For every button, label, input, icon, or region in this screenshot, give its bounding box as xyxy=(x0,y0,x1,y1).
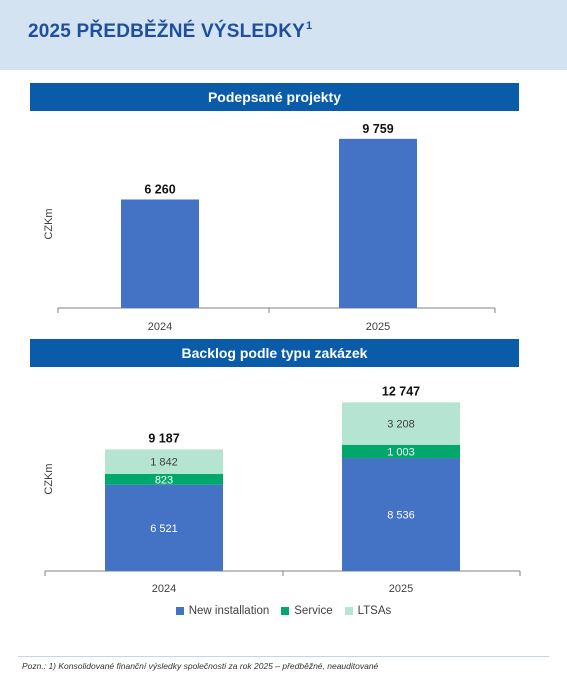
x-tick-label-2025: 2025 xyxy=(389,583,413,595)
legend-swatch xyxy=(281,607,290,615)
legend-swatch xyxy=(175,607,184,615)
header-band xyxy=(0,0,567,70)
x-tick-label-2024: 2024 xyxy=(152,583,176,595)
legend-label: New installation xyxy=(188,605,270,617)
segment-label-new-installation-2024: 6 521 xyxy=(150,523,178,535)
x-tick-label-2025: 2025 xyxy=(366,321,390,333)
bar-segment-service-2024 xyxy=(105,473,223,485)
page-title-footnote-mark: 1 xyxy=(306,20,313,32)
y-axis-label: CZKm xyxy=(43,208,55,239)
bar-segment-ltsas-2025 xyxy=(342,402,460,445)
bar-segment-service-2025 xyxy=(342,444,460,459)
x-tick-label-2024: 2024 xyxy=(148,321,172,333)
signed-projects-chart: CZKm 6 260 2024 9 759 2025 xyxy=(43,122,496,333)
page-title-text: 2025 PŘEDBĚŽNÉ VÝSLEDKY xyxy=(28,21,306,42)
legend-label: LTSAs xyxy=(357,605,392,617)
legend-item: Service xyxy=(281,605,333,617)
legend-item: LTSAs xyxy=(344,605,392,617)
segment-label-service-2024: 823 xyxy=(155,474,173,486)
footnote: Pozn.: 1) Konsolidované finanční výsledk… xyxy=(22,661,379,671)
bar-value-label-2025: 9 759 xyxy=(362,122,393,136)
footer-divider xyxy=(18,656,549,657)
total-label-2024: 9 187 xyxy=(148,431,179,445)
backlog-legend: New installation Service LTSAs xyxy=(0,605,567,617)
page-title: 2025 PŘEDBĚŽNÉ VÝSLEDKY1 xyxy=(28,20,312,43)
y-axis-label: CZKm xyxy=(43,463,55,494)
bar-segment-new-installation-2025 xyxy=(342,458,460,571)
segment-label-new-installation-2025: 8 536 xyxy=(387,510,415,522)
bar-segment-new-installation-2024 xyxy=(105,484,223,571)
backlog-chart: CZKm 6 521 823 1 842 9 187 2024 8 536 1 003 3 20… xyxy=(43,384,521,595)
segment-label-service-2025: 1 003 xyxy=(387,446,415,458)
signed-projects-banner: Podepsané projekty xyxy=(30,83,519,111)
bar-segment-ltsas-2024 xyxy=(105,449,223,474)
segment-label-ltsas-2025: 3 208 xyxy=(387,419,415,431)
backlog-banner: Backlog podle typu zakázek xyxy=(30,339,519,367)
legend-label: Service xyxy=(294,605,333,617)
legend-swatch xyxy=(344,607,353,615)
segment-label-ltsas-2024: 1 842 xyxy=(150,457,178,469)
legend-item: New installation xyxy=(175,605,270,617)
bar-2024 xyxy=(121,199,199,308)
bar-2025 xyxy=(339,138,417,308)
total-label-2025: 12 747 xyxy=(382,384,420,398)
bar-value-label-2024: 6 260 xyxy=(144,182,175,196)
